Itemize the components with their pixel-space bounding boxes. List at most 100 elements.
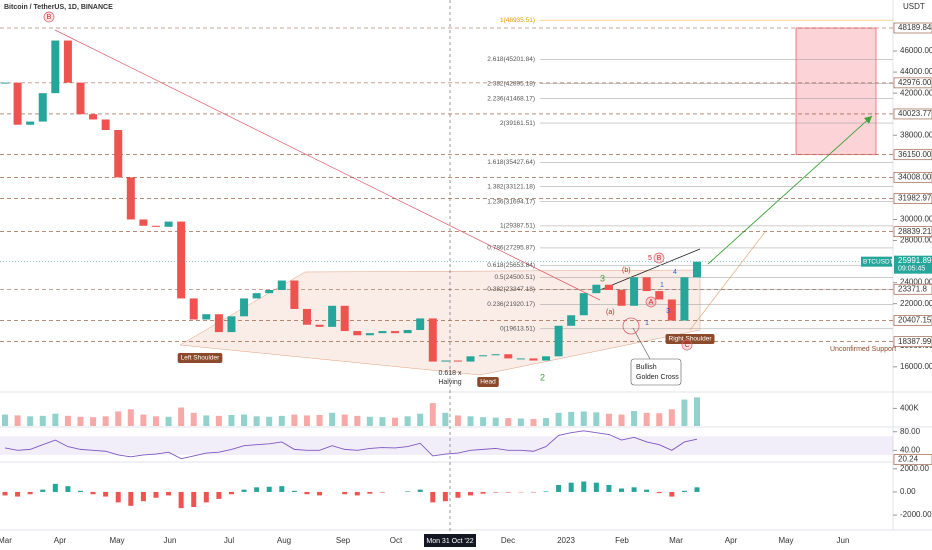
volume-bar xyxy=(656,413,663,426)
macd-bar xyxy=(140,491,146,502)
candle xyxy=(403,330,412,334)
macd-bar xyxy=(2,491,8,496)
candle xyxy=(655,291,664,300)
y-tick-label: -2000.00 xyxy=(900,510,932,519)
candle xyxy=(529,358,538,361)
x-tick-label: Jun xyxy=(837,536,850,545)
candle xyxy=(542,356,551,361)
candle xyxy=(617,290,626,306)
annotation-box xyxy=(665,334,715,344)
macd-bar xyxy=(153,491,159,498)
volume-bar xyxy=(253,416,260,426)
price-label: 48189.84 xyxy=(898,23,932,32)
wave-label: B xyxy=(657,255,662,262)
y-tick-label: 38000.00 xyxy=(900,130,932,139)
wave-label: C xyxy=(684,342,689,349)
macd-bar xyxy=(90,491,96,495)
volume-bar xyxy=(643,412,650,426)
annotation: 0.618 x xyxy=(439,370,462,377)
wave-circle xyxy=(645,296,657,308)
macd-bar xyxy=(493,491,499,493)
annotation: 1 xyxy=(660,282,664,289)
x-tick-label: Apr xyxy=(54,536,67,545)
volume-bar xyxy=(593,412,600,426)
macd-bar xyxy=(342,491,348,495)
candle xyxy=(592,284,601,294)
fib-label: 0.5(24500.51) xyxy=(495,274,535,281)
price-label: 40023.77 xyxy=(898,109,932,118)
macd-bar xyxy=(619,488,625,492)
note-pointer xyxy=(632,327,651,360)
candle xyxy=(76,82,85,115)
volume-bar xyxy=(417,413,424,426)
volume-bar xyxy=(555,412,562,426)
annotation: Right Shoulder xyxy=(669,336,713,343)
y-tick-label: 0.00 xyxy=(900,487,916,496)
fib-label: 1.382(33121.18) xyxy=(487,183,535,190)
macd-bar xyxy=(367,491,373,494)
price-label: 23371.8 xyxy=(898,284,927,293)
candle xyxy=(667,299,676,321)
macd-bar xyxy=(644,489,650,492)
candle xyxy=(63,40,72,83)
x-tick-label: Apr xyxy=(725,536,738,545)
y-tick-label: 2000.00 xyxy=(900,464,929,473)
fib-label: 1(29387.51) xyxy=(500,223,535,230)
annotation: 1 xyxy=(645,320,649,327)
price-label-box xyxy=(893,77,932,89)
macd-bar xyxy=(40,489,46,492)
channel-line xyxy=(689,231,766,331)
trend-line xyxy=(599,248,701,291)
wave-circle xyxy=(653,252,665,264)
macd-bar xyxy=(191,491,197,507)
volume-bar xyxy=(341,414,348,426)
candle xyxy=(277,280,286,290)
volume-bar xyxy=(127,409,134,426)
price-label-box xyxy=(893,171,932,183)
macd-bar xyxy=(455,491,461,498)
y-tick-label: 400K xyxy=(900,404,919,413)
candle xyxy=(265,290,274,294)
candle xyxy=(302,308,311,325)
annotation: Head xyxy=(480,379,496,386)
macd-bar xyxy=(505,491,511,493)
fib-label: 2.618(45201.84) xyxy=(487,56,535,63)
macd-bar xyxy=(442,491,448,502)
macd-bar xyxy=(27,491,33,495)
rsi-marker: 20.24 xyxy=(898,455,919,464)
macd-bar xyxy=(593,482,599,492)
rsi-band xyxy=(0,436,893,455)
x-tick-label: Aug xyxy=(277,536,291,545)
volume-bar xyxy=(631,411,638,426)
macd-bar xyxy=(166,491,172,496)
price-label: 36150.00 xyxy=(898,150,932,159)
volume-bar xyxy=(454,415,461,426)
volume-bar xyxy=(366,416,373,426)
candle xyxy=(114,130,123,178)
volume-bar xyxy=(203,415,210,426)
macd-bar xyxy=(15,491,21,497)
candle xyxy=(1,82,9,84)
x-tick-label: Dec xyxy=(501,536,515,545)
candle xyxy=(26,121,35,125)
macd-bar xyxy=(128,491,134,506)
volume-bar xyxy=(618,414,625,426)
candle xyxy=(491,354,500,356)
y-tick-label: 44000.00 xyxy=(900,67,932,76)
last-price: 25991.89 xyxy=(898,256,932,265)
fib-label: 2.382(42895.18) xyxy=(487,80,535,87)
volume-bar xyxy=(354,415,361,426)
candle xyxy=(315,324,324,327)
macd-bar xyxy=(228,491,234,495)
macd-bar xyxy=(656,491,662,494)
macd-bar xyxy=(480,491,486,494)
candle xyxy=(290,280,299,309)
candle xyxy=(51,40,60,94)
x-tick-label: Mar xyxy=(669,536,683,545)
candle xyxy=(466,356,475,362)
candle xyxy=(479,355,488,357)
arrow-head xyxy=(864,116,872,124)
annotation: Unconfirmed Support xyxy=(830,346,896,353)
fib-label: 1.618(35427.64) xyxy=(487,159,535,166)
